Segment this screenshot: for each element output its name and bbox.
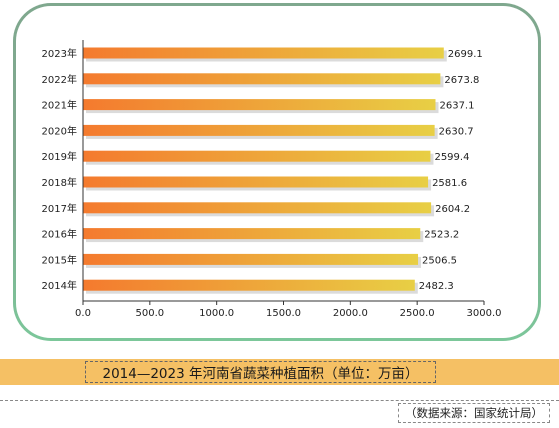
bar (83, 150, 431, 162)
bar (83, 202, 432, 214)
chart-title: 2014—2023 年河南省蔬菜种植面积（单位：万亩） (85, 361, 436, 383)
x-tick-label: 2000.0 (333, 308, 368, 319)
value-label: 2581.6 (432, 178, 467, 189)
category-label: 2016年 (42, 228, 77, 241)
category-label: 2021年 (42, 99, 77, 112)
x-tick-label: 1000.0 (199, 308, 234, 319)
bar (83, 73, 441, 85)
value-label: 2599.4 (434, 152, 469, 163)
category-label: 2015年 (42, 253, 77, 266)
category-label: 2023年 (42, 47, 77, 60)
category-label: 2022年 (42, 73, 77, 86)
x-tick-label: 500.0 (136, 308, 165, 319)
bar (83, 124, 435, 136)
value-label: 2604.2 (435, 204, 470, 215)
x-tick-label: 0.0 (75, 308, 91, 319)
value-label: 2523.2 (424, 230, 459, 241)
value-label: 2637.1 (439, 101, 474, 112)
bar (83, 253, 419, 265)
x-tick-label: 3000.0 (467, 308, 502, 319)
category-label: 2020年 (42, 124, 77, 137)
bar (83, 279, 415, 291)
bar (83, 176, 429, 188)
value-label: 2699.1 (448, 49, 483, 60)
category-label: 2014年 (42, 279, 77, 292)
bar (83, 99, 436, 111)
value-label: 2506.5 (422, 255, 457, 266)
bar-chart: 2023年 2022年 2021年 2020年 2019年 2018年 2017年 2016年… (42, 40, 502, 319)
category-label: 2017年 (42, 202, 77, 215)
category-label: 2018年 (42, 176, 77, 189)
title-band (0, 359, 559, 385)
data-source-note: （数据来源：国家统计局） (398, 403, 550, 423)
value-label: 2673.8 (444, 75, 479, 86)
category-label: 2019年 (42, 150, 77, 163)
bar (83, 228, 421, 240)
x-tick-label: 1500.0 (266, 308, 301, 319)
value-label: 2630.7 (439, 126, 474, 137)
divider-line (0, 400, 559, 401)
x-tick-label: 2500.0 (400, 308, 435, 319)
value-label: 2482.3 (419, 281, 454, 292)
bar (83, 47, 444, 59)
